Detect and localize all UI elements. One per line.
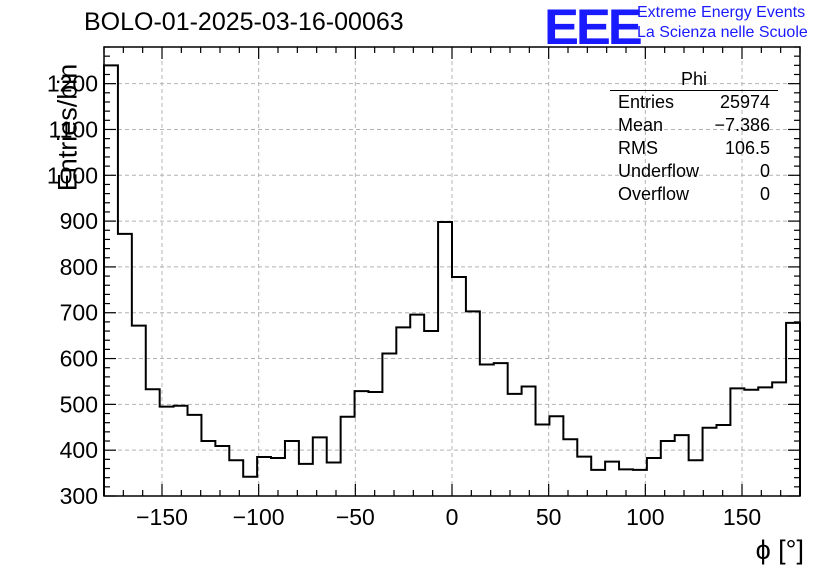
- x-tick-label: −100: [233, 504, 285, 530]
- histogram-bin: [132, 326, 146, 496]
- histogram-bin: [341, 417, 355, 496]
- y-axis-label: Entries/bin: [52, 63, 83, 192]
- stats-title: Phi: [610, 68, 778, 91]
- y-tick-label: 1100: [49, 116, 98, 142]
- x-axis-ticks: −150 −100 −50 0 50 100 150: [103, 47, 801, 530]
- stats-box: Phi Entries 25974 Mean −7.386 RMS 106.5 …: [610, 68, 778, 206]
- stat-value: 25974: [719, 92, 770, 112]
- histogram-bin: [563, 439, 577, 496]
- histogram-bin: [438, 222, 452, 496]
- histogram-bin: [647, 458, 661, 496]
- y-tick-label: 1200: [47, 71, 98, 97]
- stat-row: Overflow 0: [610, 183, 778, 206]
- logo-line-1: Extreme Energy Events: [637, 4, 806, 21]
- histogram-bin: [591, 470, 605, 496]
- histogram-bin: [299, 464, 313, 496]
- chart-title: BOLO-01-2025-03-16-00063: [84, 8, 404, 36]
- histogram-bin: [675, 435, 689, 496]
- histogram-bin: [772, 382, 786, 496]
- histogram-bin: [730, 388, 744, 496]
- histogram-bin: [368, 392, 382, 496]
- y-tick-label: 500: [60, 391, 98, 417]
- y-tick-label: 400: [60, 437, 98, 463]
- logo-line-2: La Scienza nelle Scuole: [637, 24, 808, 41]
- histogram-bin: [382, 354, 396, 496]
- histogram-bin: [396, 327, 410, 496]
- x-axis-label: ϕ [°]: [755, 535, 804, 565]
- histogram-bin: [201, 441, 215, 496]
- histogram-bin: [146, 389, 160, 496]
- histogram-bin: [188, 415, 202, 496]
- stat-label: Overflow: [618, 184, 690, 204]
- histogram-bin: [577, 457, 591, 496]
- y-axis-ticks: 300 400 500 600 700 800 900 1000 1100 1200: [47, 46, 800, 509]
- stat-label: Mean: [618, 115, 664, 135]
- histogram-bin: [661, 441, 675, 496]
- histogram-step-line: [103, 64, 801, 496]
- stat-value: −7.386: [714, 115, 770, 135]
- stat-row: Underflow 0: [610, 160, 778, 183]
- y-tick-label: 300: [60, 483, 98, 509]
- histogram-bin: [327, 463, 341, 496]
- histogram-bin: [243, 477, 257, 496]
- histogram-bin: [174, 406, 188, 496]
- histogram-bin: [758, 387, 772, 496]
- stat-row: Mean −7.386: [610, 114, 778, 137]
- histogram-bin: [522, 386, 536, 496]
- histogram-bin: [229, 460, 243, 496]
- x-tick-label: 100: [626, 504, 664, 530]
- stat-value: 106.5: [724, 138, 770, 158]
- histogram-bin: [313, 437, 327, 496]
- stat-row: RMS 106.5: [610, 137, 778, 160]
- stat-label: Underflow: [618, 161, 700, 181]
- histogram-bin: [744, 390, 758, 496]
- stat-value: 0: [759, 161, 770, 181]
- eee-logo: EEE: [544, 0, 643, 55]
- histogram-bin: [716, 425, 730, 496]
- y-tick-label: 800: [60, 254, 98, 280]
- histogram-bin: [703, 428, 717, 496]
- histogram-bin: [410, 315, 424, 496]
- histogram-bin: [536, 425, 550, 496]
- histogram-bin: [480, 365, 494, 496]
- x-tick-label: 50: [536, 504, 562, 530]
- y-tick-label: 600: [60, 346, 98, 372]
- histogram-bin: [689, 460, 703, 496]
- histogram-bin: [285, 441, 299, 496]
- histogram-bin: [494, 363, 508, 496]
- x-tick-label: −50: [336, 504, 375, 530]
- y-tick-label: 900: [60, 208, 98, 234]
- stat-label: Entries: [618, 92, 675, 112]
- x-tick-label: 150: [723, 504, 761, 530]
- histogram-bin: [355, 391, 369, 496]
- histogram-bin: [508, 394, 522, 496]
- histogram-bin: [160, 407, 174, 496]
- stat-value: 0: [759, 184, 770, 204]
- logo-caption: Extreme Energy Events La Scienza nelle S…: [637, 3, 808, 43]
- y-tick-label: 1000: [47, 162, 98, 188]
- y-tick-label: 700: [60, 300, 98, 326]
- histogram-bin: [215, 446, 229, 496]
- histogram-bin: [466, 311, 480, 496]
- histogram-bin: [424, 331, 438, 496]
- histogram-bin: [452, 277, 466, 496]
- stat-label: RMS: [618, 138, 658, 158]
- x-tick-label: 0: [446, 504, 459, 530]
- histogram-bin: [549, 416, 563, 496]
- stat-row: Entries 25974: [610, 91, 778, 114]
- x-tick-label: −150: [136, 504, 188, 530]
- histogram-bin: [118, 234, 132, 496]
